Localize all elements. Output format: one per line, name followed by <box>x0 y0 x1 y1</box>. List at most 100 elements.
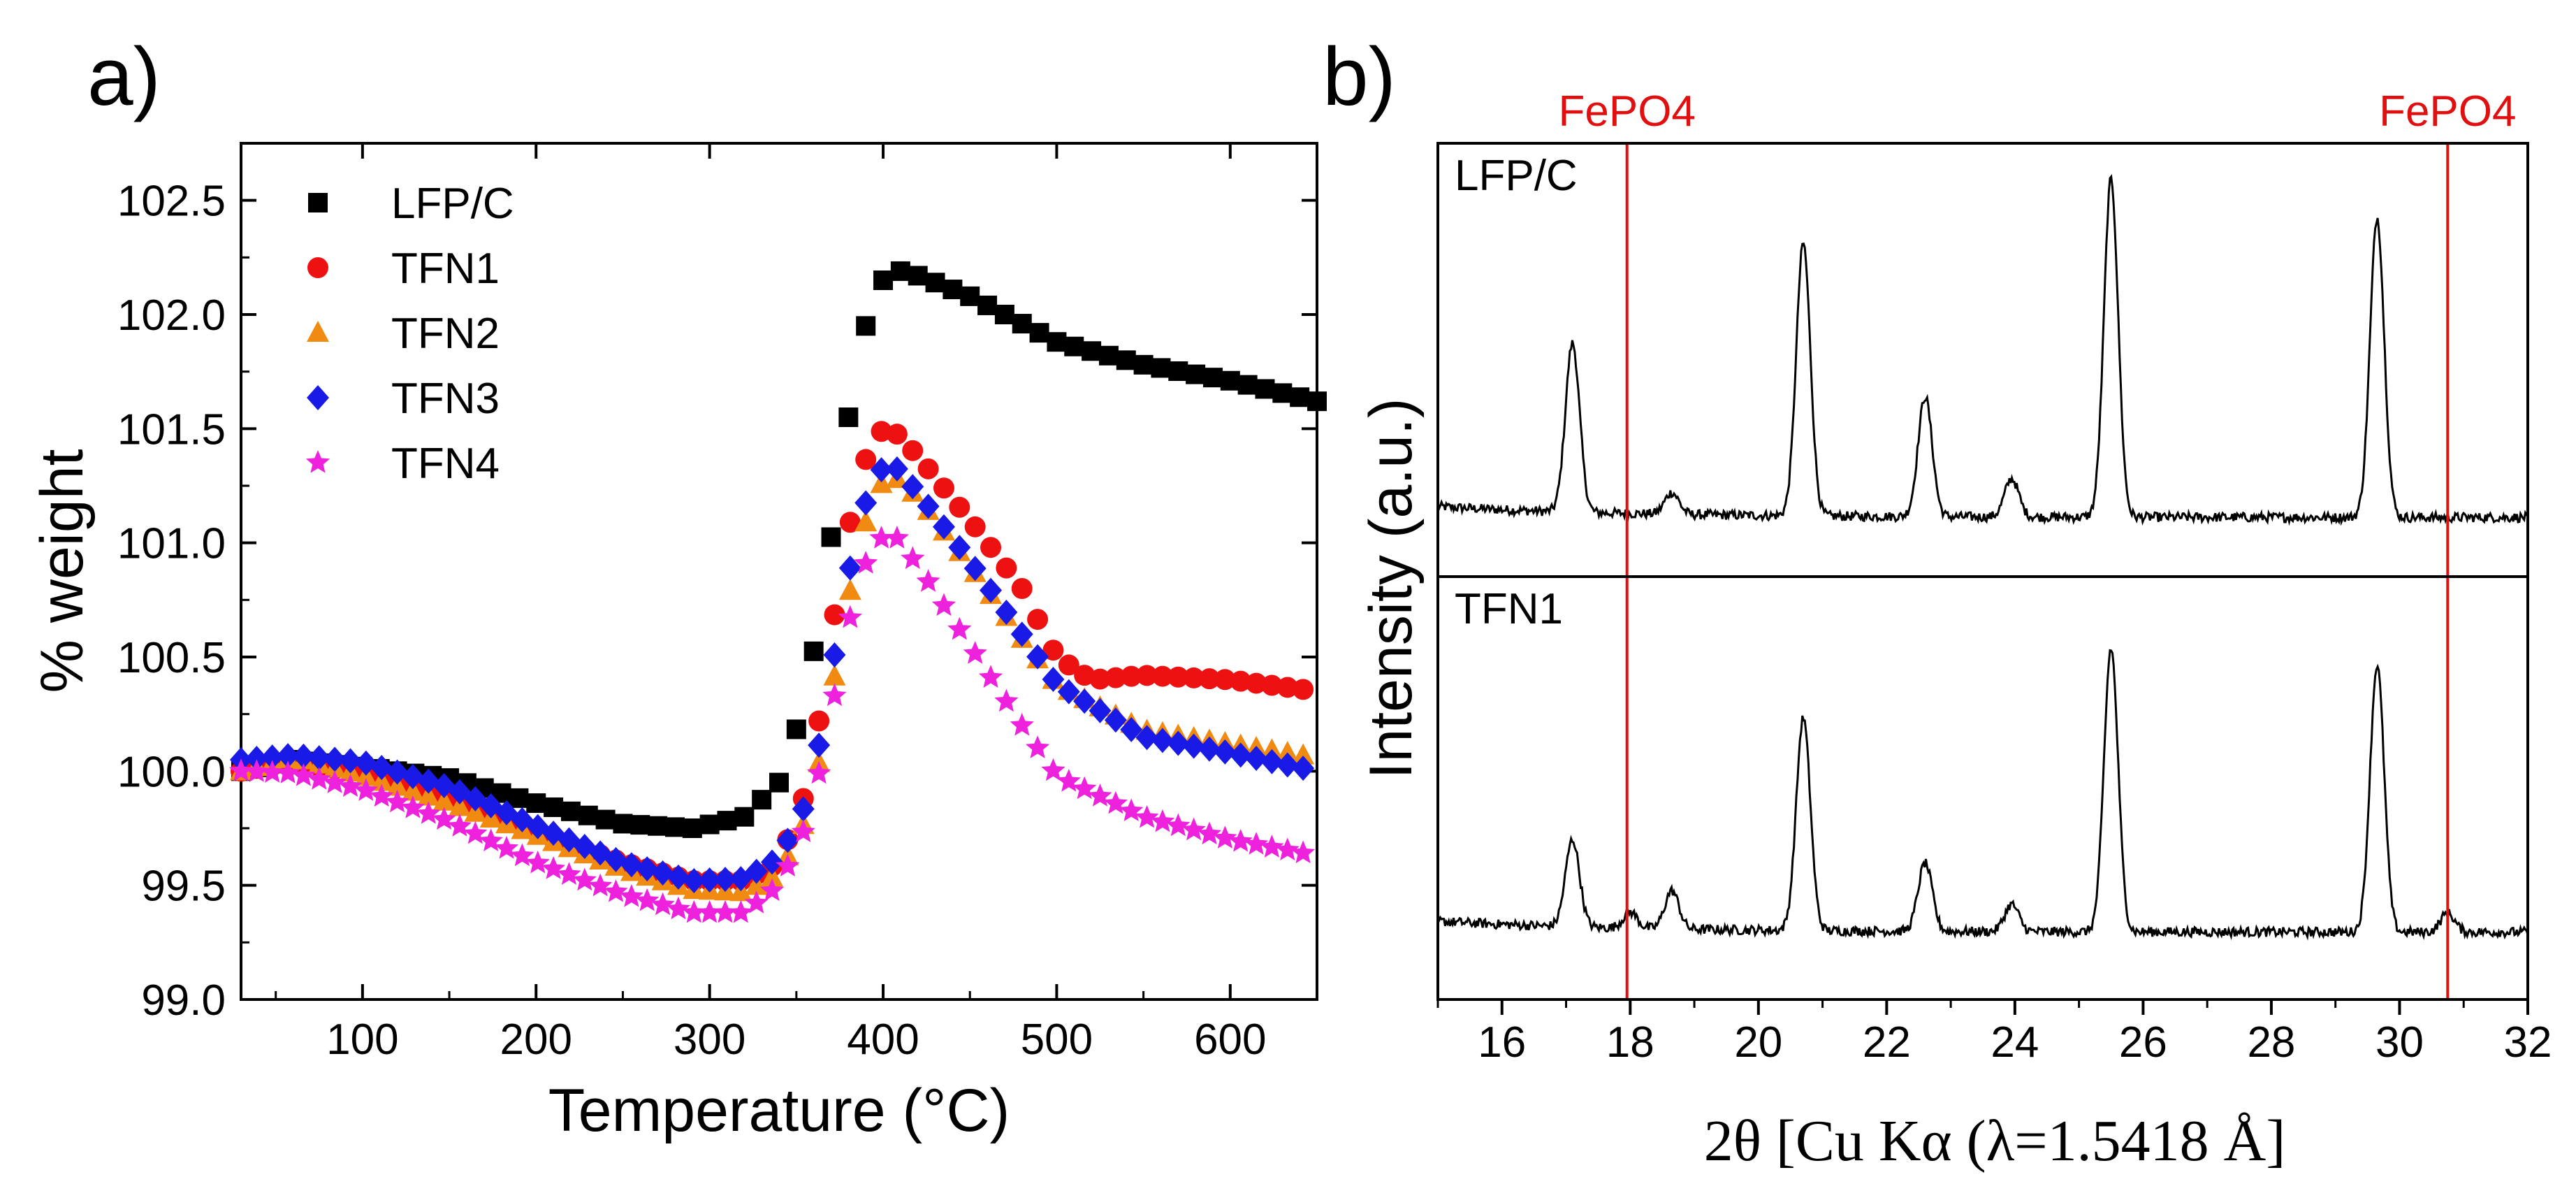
legend-label-tfn1: TFN1 <box>391 245 500 293</box>
data-point-tfn4 <box>1291 840 1316 864</box>
data-point-lfp-c <box>544 797 564 817</box>
legend-marker-tfn1 <box>307 257 328 278</box>
data-point-tfn1 <box>808 710 830 732</box>
data-point-tfn4 <box>682 900 706 923</box>
data-point-tfn4 <box>619 884 643 907</box>
data-point-tfn3 <box>370 755 393 781</box>
data-point-tfn2 <box>370 770 393 791</box>
data-point-tfn3 <box>620 852 643 878</box>
data-point-tfn2 <box>1260 738 1283 760</box>
data-point-tfn3 <box>761 849 784 875</box>
legend-label-tfn2: TFN2 <box>391 310 500 358</box>
data-point-tfn3 <box>651 860 674 886</box>
data-point-lfp-c <box>908 266 928 286</box>
data-point-tfn3 <box>948 535 971 561</box>
data-point-tfn3 <box>1198 736 1221 762</box>
data-point-tfn3 <box>1135 725 1158 751</box>
y-tick-label-99: 99.0 <box>141 976 226 1025</box>
data-point-tfn3 <box>1229 742 1252 768</box>
panel-b-x-axis-label: 2θ [Cu Kα (λ=1.5418 Å] <box>1704 1109 2286 1174</box>
data-point-lfp-c <box>977 295 998 315</box>
data-point-lfp-c <box>1202 368 1223 388</box>
x-tick-label-600: 600 <box>1194 1016 1266 1064</box>
panel-a-axes-frame <box>240 142 1318 1001</box>
data-point-tfn4 <box>275 760 300 784</box>
data-point-tfn3 <box>745 858 768 884</box>
data-point-tfn4 <box>1260 835 1284 858</box>
data-point-tfn2 <box>823 664 846 686</box>
data-point-tfn1 <box>1105 667 1126 688</box>
panel-label-b: b) <box>1323 31 1396 123</box>
data-point-tfn4 <box>260 760 284 783</box>
data-point-tfn1 <box>1058 654 1079 676</box>
data-point-tfn3 <box>1057 679 1080 705</box>
data-point-tfn4 <box>604 879 628 902</box>
data-point-tfn1 <box>949 496 970 518</box>
data-point-lfp-c <box>509 788 529 808</box>
x-tick-label-400: 400 <box>847 1016 919 1064</box>
data-point-tfn1 <box>1027 609 1049 630</box>
data-point-tfn4 <box>901 546 925 570</box>
data-point-tfn3 <box>870 457 893 483</box>
data-point-lfp-c <box>925 273 945 293</box>
data-point-tfn4 <box>1026 735 1050 758</box>
data-point-tfn1 <box>933 477 954 499</box>
data-point-lfp-c <box>803 641 824 661</box>
panel-b-y-axis-label: Intensity (a.u.) <box>1358 398 1425 779</box>
data-point-tfn3 <box>1026 644 1049 670</box>
series-tfn4 <box>228 526 1316 923</box>
data-point-tfn4 <box>245 759 269 782</box>
data-point-tfn4 <box>963 641 987 664</box>
data-point-lfp-c <box>769 772 789 793</box>
data-point-lfp-c <box>595 809 616 830</box>
panel-b-patterns <box>1436 173 2529 941</box>
data-point-tfn3 <box>245 746 268 772</box>
b-x-tick-label-28: 28 <box>2247 1018 2295 1067</box>
data-point-tfn3 <box>901 474 924 500</box>
data-point-tfn4 <box>1244 832 1269 855</box>
data-point-tfn4 <box>650 892 675 916</box>
data-point-tfn4 <box>885 526 909 549</box>
data-point-tfn4 <box>807 760 831 784</box>
data-point-tfn3 <box>1151 728 1174 753</box>
data-point-tfn3 <box>1245 746 1268 772</box>
legend-label-tfn3: TFN3 <box>391 375 500 423</box>
data-point-lfp-c <box>960 286 980 306</box>
panel-a-series-group <box>228 261 1327 923</box>
data-point-tfn2 <box>761 865 784 887</box>
data-point-tfn4 <box>400 795 425 818</box>
data-point-tfn1 <box>855 449 877 470</box>
data-point-tfn4 <box>1197 821 1222 845</box>
data-point-lfp-c <box>717 811 737 831</box>
b-x-tick-label-22: 22 <box>1863 1018 1911 1067</box>
panel-a-tga-chart: a) 100 200 300 400 500 60099.099.5100.0100.51… <box>29 31 1327 1144</box>
x-tick-label-300: 300 <box>674 1016 745 1064</box>
data-point-tfn1 <box>1261 674 1283 696</box>
data-point-tfn2 <box>745 874 768 895</box>
data-point-tfn4 <box>291 763 316 786</box>
data-point-tfn4 <box>1275 837 1300 860</box>
b-x-tick-label-32: 32 <box>2504 1018 2552 1067</box>
data-point-tfn3 <box>636 856 659 882</box>
data-point-lfp-c <box>1290 387 1310 407</box>
data-point-tfn4 <box>697 900 722 923</box>
data-point-tfn1 <box>824 604 845 626</box>
data-point-lfp-c <box>526 793 546 814</box>
data-point-lfp-c <box>1272 383 1293 403</box>
panel-a-x-axis-label: Temperature (°C) <box>548 1077 1010 1144</box>
data-point-lfp-c <box>1047 332 1067 352</box>
data-point-tfn3 <box>714 867 736 893</box>
data-point-tfn3 <box>995 599 1018 625</box>
data-point-tfn3 <box>1214 739 1237 765</box>
data-point-lfp-c <box>752 790 772 810</box>
data-point-tfn4 <box>931 593 956 616</box>
data-point-tfn4 <box>791 819 815 842</box>
data-point-lfp-c <box>994 305 1014 324</box>
legend-marker-tfn4 <box>305 450 330 473</box>
data-point-lfp-c <box>664 817 685 837</box>
data-point-tfn3 <box>808 732 831 758</box>
data-point-tfn4 <box>1010 713 1034 736</box>
data-point-lfp-c <box>1082 341 1102 361</box>
panel-b-series-label-lfpc: LFP/C <box>1455 152 1578 200</box>
